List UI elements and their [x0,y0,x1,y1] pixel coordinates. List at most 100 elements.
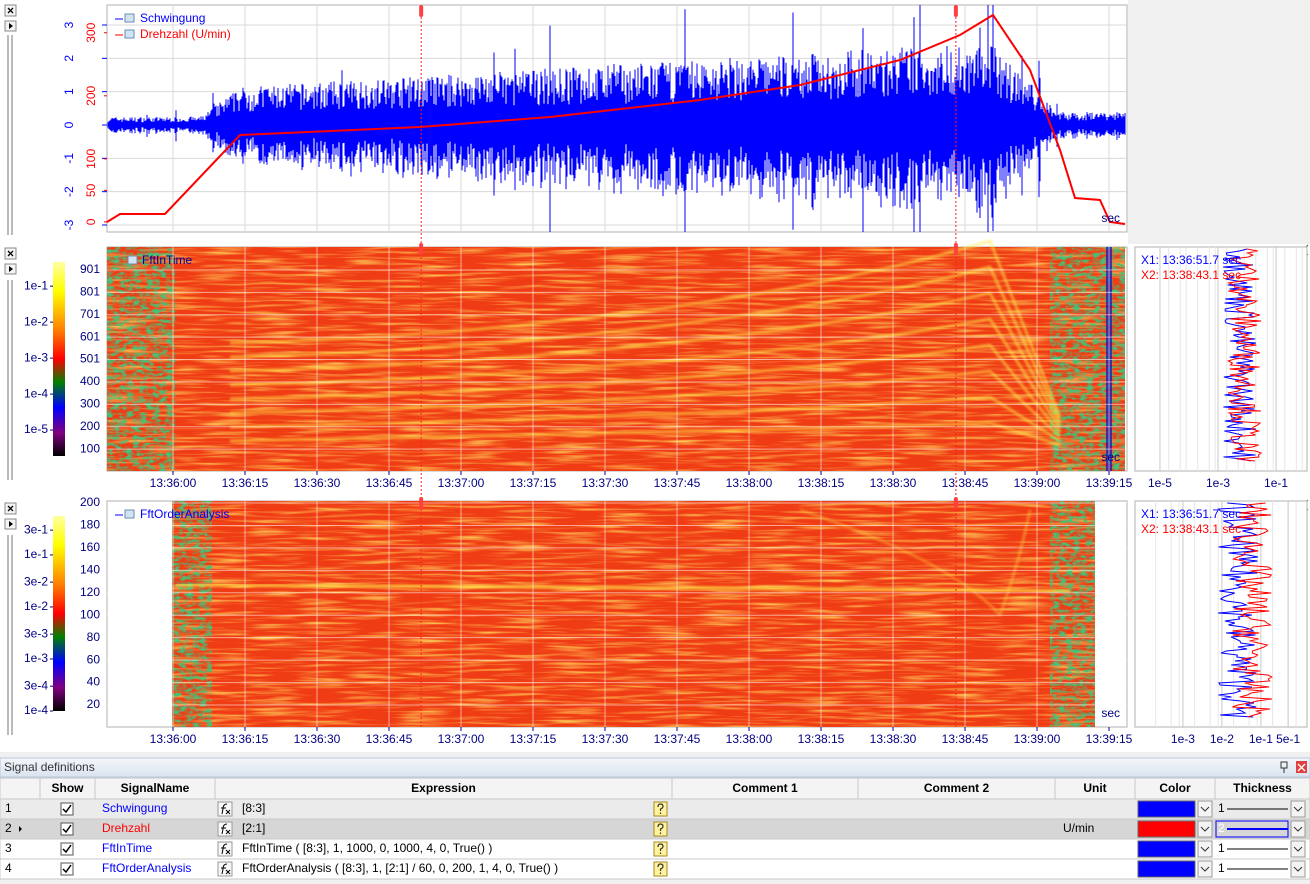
color-swatch[interactable] [1137,840,1196,858]
dropdown-button[interactable] [1290,840,1306,858]
x-tick-label: 13:36:30 [294,732,341,746]
column-header: Color [1159,781,1191,795]
dropdown-arrow [1200,846,1210,852]
y-tick-label: -2 [62,186,76,197]
x-tick-label: 13:38:45 [942,732,989,746]
colorbar-tick-label: 1e-2 [24,314,48,328]
function-glyph [221,823,231,835]
expand-icon [9,266,13,272]
y-tick-label: 100 [80,441,100,455]
y-tick-label: 901 [80,262,100,276]
checkbox[interactable] [60,822,74,836]
x-tick-label: 1e-3 [1171,732,1195,746]
unit: U/min [1063,821,1094,835]
legend-label: FftInTime [142,253,193,267]
speed-line [106,13,1126,225]
legend-icon [124,29,135,39]
legend-label: Schwingung [140,11,205,25]
colorbar [53,516,65,711]
cursor-handle[interactable] [953,5,958,17]
checkmark [62,864,72,874]
x-tick-label: 13:36:45 [366,476,413,490]
dropdown-button[interactable] [1290,820,1306,838]
splitter [7,535,13,735]
cursor-handle[interactable] [419,497,424,509]
checkmark [62,804,72,814]
cursor-handle[interactable] [419,5,424,17]
checkbox[interactable] [60,802,74,816]
order-trace [799,509,1031,617]
splitter [7,35,13,235]
color-swatch[interactable] [1137,800,1196,818]
order-trace [229,239,1062,418]
x-tick-label: 13:37:30 [582,476,629,490]
y-tick-label: 501 [80,352,100,366]
dropdown-button[interactable] [1197,820,1213,838]
y-tick-label: 140 [80,563,100,577]
column-header: Show [52,781,85,795]
signal-name[interactable]: FftOrderAnalysis [102,861,191,875]
column-header: Comment 1 [732,781,798,795]
y-tick-label: 601 [80,329,100,343]
signal-name[interactable]: Schwingung [102,801,167,815]
side-plot [1134,246,1308,472]
order-trace [229,343,1061,434]
x-tick-label: 1e-5 [1148,476,1172,490]
thickness-value: 1 [1218,801,1225,815]
close-icon [7,505,14,512]
checkmark [62,824,72,834]
dropdown-button[interactable] [1290,800,1306,818]
y2-tick-label: 200 [84,85,98,105]
close-icon [7,7,14,14]
x-tick-label: 13:38:30 [870,732,917,746]
signal-name[interactable]: Drehzahl [102,821,150,835]
cursor-handle[interactable] [953,497,958,509]
help-glyph [657,803,664,814]
dropdown-button[interactable] [1290,860,1306,878]
colorbar [53,262,65,456]
dropdown-arrow [1293,866,1303,872]
signal-name[interactable]: FftInTime [102,841,153,855]
color-swatch[interactable] [1137,820,1196,838]
y-tick-label: 400 [80,374,100,388]
x-tick-label: 13:37:45 [654,476,701,490]
x-tick-label: 13:36:15 [222,732,269,746]
y-tick-label: 1 [62,88,76,95]
y-tick-label: -3 [62,219,76,230]
x-tick-label: 13:39:00 [1014,476,1061,490]
colorbar-tick-label: 3e-4 [24,678,48,692]
color-swatch[interactable] [1137,860,1196,878]
colorbar-tick-label: 1e-1 [24,547,48,561]
cursor-label: X1: 13:36:51.7 sec [1141,253,1241,267]
x-tick-label: 13:36:15 [222,476,269,490]
checkbox[interactable] [60,862,74,876]
y-tick-label: 200 [80,495,100,509]
row-marker [19,826,22,832]
colorbar-tick-label: 1e-3 [24,350,48,364]
y2-tick-label: 300 [84,22,98,42]
dropdown-button[interactable] [1197,860,1213,878]
y-tick-label: 120 [80,585,100,599]
pin-icon[interactable] [1280,761,1288,773]
y-tick-label: 2 [62,55,76,62]
x-unit-label: sec [1101,450,1120,464]
dropdown-arrow [1200,826,1210,832]
dropdown-arrow [1293,846,1303,852]
colorbar-tick-label: 3e-1 [24,522,48,536]
y-tick-label: -1 [62,153,76,164]
checkbox[interactable] [60,842,74,856]
dropdown-button[interactable] [1197,800,1213,818]
colorbar-tick-label: 1e-4 [24,386,48,400]
dropdown-arrow [1200,806,1210,812]
y-tick-label: 100 [80,607,100,621]
cursor-handle[interactable] [953,243,958,255]
y-tick-label: 80 [87,630,101,644]
x-tick-label: 13:38:00 [726,476,773,490]
y-tick-label: 60 [87,652,101,666]
row-index: 4 [5,861,12,875]
x-unit-label: sec [1101,211,1120,225]
expression: FftOrderAnalysis ( [8:3], 1, [2:1] / 60,… [242,861,558,875]
dropdown-arrow [1293,806,1303,812]
cursor-handle[interactable] [419,243,424,255]
dropdown-button[interactable] [1197,840,1213,858]
